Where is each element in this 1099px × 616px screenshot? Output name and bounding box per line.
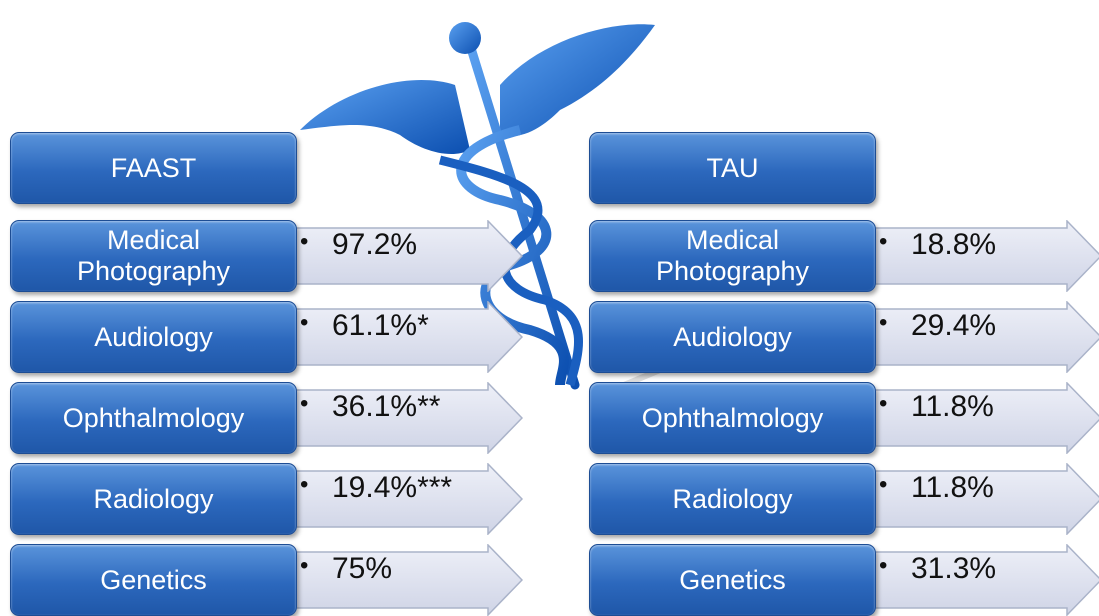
row-value: 61.1%* <box>332 309 429 342</box>
arrow <box>872 382 1099 454</box>
header-box: FAAST <box>10 132 297 204</box>
row-label-box: Radiology <box>10 463 297 535</box>
arrow <box>293 301 523 373</box>
row-label-box: Genetics <box>10 544 297 616</box>
row-value: 36.1%** <box>332 390 441 423</box>
bullet: • <box>879 228 888 255</box>
arrow <box>872 220 1099 292</box>
bullet: • <box>300 309 309 336</box>
row-value: 19.4%*** <box>332 471 453 504</box>
row-value: 18.8% <box>911 228 997 261</box>
bullet: • <box>879 390 888 417</box>
bullet: • <box>879 309 888 336</box>
arrow <box>872 463 1099 535</box>
row-label-box: Medical Photography <box>589 220 876 292</box>
row-value: 75% <box>332 552 393 585</box>
row-value: 11.8% <box>911 390 994 423</box>
bullet: • <box>300 228 309 255</box>
arrow <box>293 463 523 535</box>
arrow <box>293 382 523 454</box>
bullet: • <box>879 471 888 498</box>
right-wing <box>500 24 655 137</box>
row-value: 29.4% <box>911 309 997 342</box>
arrow <box>872 301 1099 373</box>
row-label-box: Medical Photography <box>10 220 297 292</box>
staff <box>465 40 580 390</box>
row-label-box: Radiology <box>589 463 876 535</box>
arrow <box>293 544 523 616</box>
left-wing <box>300 80 470 155</box>
bullet: • <box>879 552 888 579</box>
arrow <box>293 220 523 292</box>
row-label-box: Ophthalmology <box>589 382 876 454</box>
bullet: • <box>300 471 309 498</box>
row-label-box: Audiology <box>10 301 297 373</box>
bullet: • <box>300 390 309 417</box>
staff-ball <box>449 22 481 54</box>
row-value: 11.8% <box>911 471 994 504</box>
row-label-box: Genetics <box>589 544 876 616</box>
row-label-box: Audiology <box>589 301 876 373</box>
row-label-box: Ophthalmology <box>10 382 297 454</box>
bullet: • <box>300 552 309 579</box>
row-value: 97.2% <box>332 228 418 261</box>
arrow <box>872 544 1099 616</box>
snake <box>456 125 569 386</box>
header-box: TAU <box>589 132 876 204</box>
row-value: 31.3% <box>911 552 997 585</box>
